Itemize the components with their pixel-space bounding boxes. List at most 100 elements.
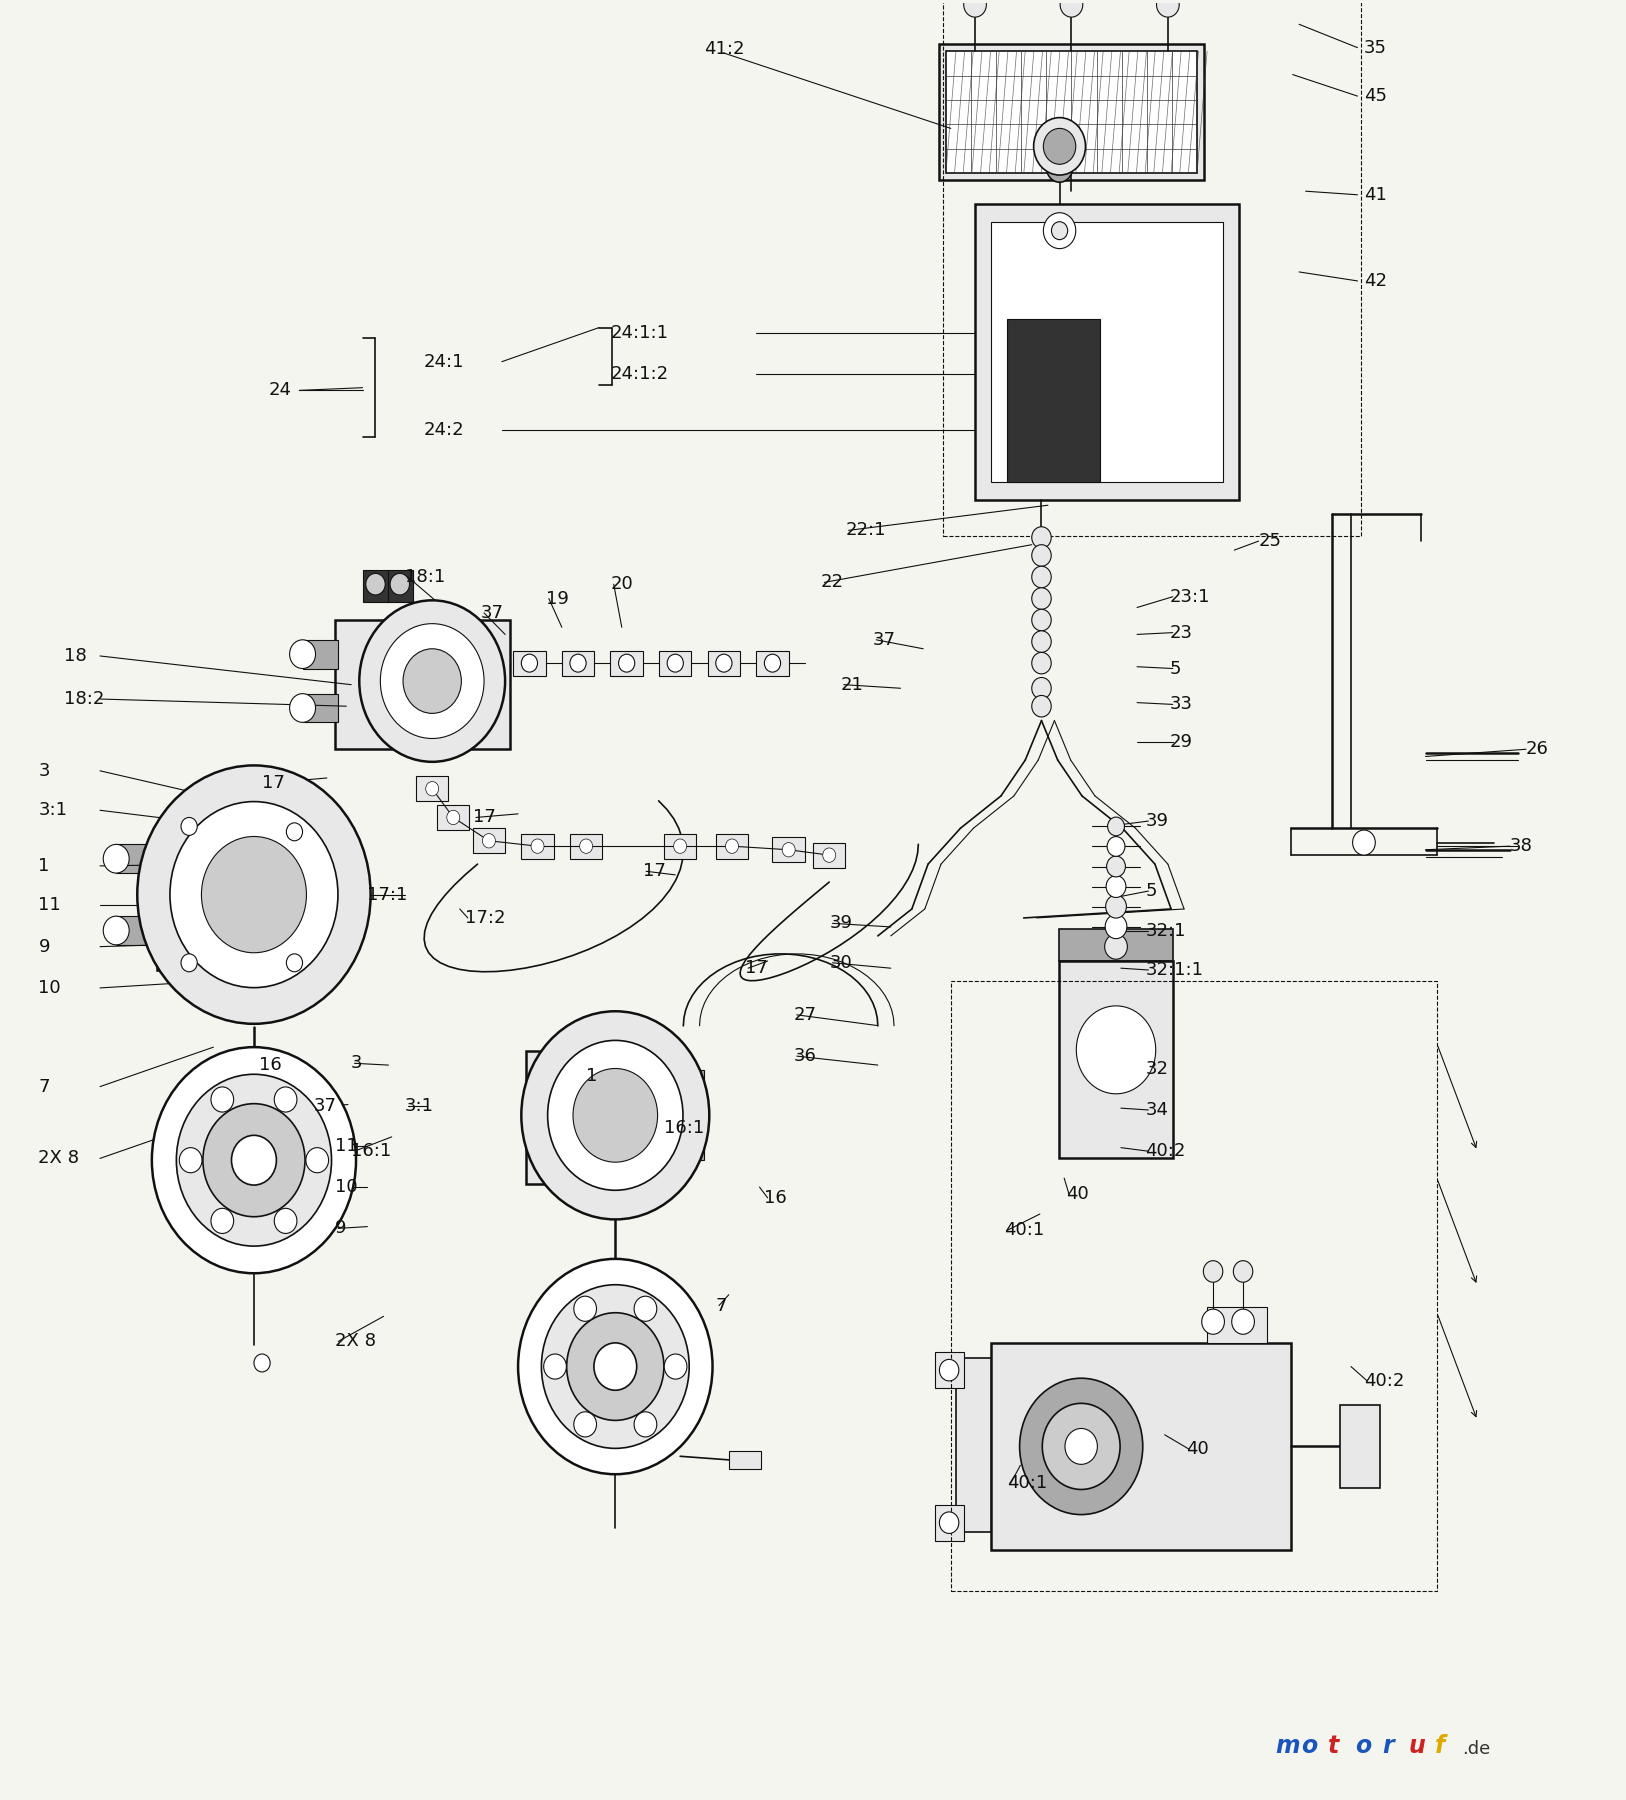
Bar xyxy=(571,833,602,859)
Circle shape xyxy=(634,1296,657,1321)
Circle shape xyxy=(571,653,585,671)
Circle shape xyxy=(1234,1260,1252,1282)
Text: 17:1: 17:1 xyxy=(367,886,408,904)
Circle shape xyxy=(1104,934,1127,959)
Circle shape xyxy=(1033,695,1050,716)
Text: 45: 45 xyxy=(1364,86,1387,104)
Text: 19: 19 xyxy=(546,590,569,608)
Circle shape xyxy=(1042,1404,1120,1489)
Text: 16: 16 xyxy=(259,1057,281,1075)
Bar xyxy=(956,1357,992,1532)
Text: 9: 9 xyxy=(335,1219,346,1237)
Circle shape xyxy=(1060,0,1083,18)
Circle shape xyxy=(1033,589,1050,608)
Circle shape xyxy=(764,653,780,671)
Circle shape xyxy=(180,817,197,835)
Circle shape xyxy=(1107,857,1125,877)
Circle shape xyxy=(574,1411,597,1436)
Bar xyxy=(473,828,506,853)
Text: 40:2: 40:2 xyxy=(1364,1372,1405,1390)
Text: 32: 32 xyxy=(1145,1060,1167,1078)
Circle shape xyxy=(1233,1309,1254,1334)
Circle shape xyxy=(1052,221,1068,239)
Text: 11: 11 xyxy=(335,1138,358,1156)
Text: 20: 20 xyxy=(610,576,633,594)
Circle shape xyxy=(275,1208,298,1233)
Text: r: r xyxy=(1382,1733,1393,1759)
Text: 2X 8: 2X 8 xyxy=(39,1150,80,1168)
Text: 37: 37 xyxy=(481,603,504,621)
Circle shape xyxy=(543,1354,566,1379)
Text: o: o xyxy=(1301,1733,1317,1759)
Bar xyxy=(522,833,554,859)
Text: 41: 41 xyxy=(1364,185,1387,203)
Circle shape xyxy=(289,693,315,722)
Circle shape xyxy=(102,844,128,873)
Text: 1: 1 xyxy=(39,857,50,875)
Circle shape xyxy=(1106,895,1127,918)
Text: 7: 7 xyxy=(715,1296,727,1314)
Circle shape xyxy=(1202,1309,1224,1334)
Text: 17: 17 xyxy=(262,774,285,792)
Circle shape xyxy=(567,1312,663,1420)
Text: 35: 35 xyxy=(1364,38,1387,56)
Circle shape xyxy=(203,1103,306,1217)
Text: 25: 25 xyxy=(1259,533,1281,551)
Circle shape xyxy=(202,837,306,952)
Bar xyxy=(335,619,511,749)
Text: 24:1:2: 24:1:2 xyxy=(610,365,668,383)
Text: 40:1: 40:1 xyxy=(1005,1220,1044,1238)
Circle shape xyxy=(102,916,128,945)
Text: 39: 39 xyxy=(1145,812,1167,830)
Bar xyxy=(940,43,1203,180)
Circle shape xyxy=(1353,830,1376,855)
Circle shape xyxy=(275,1087,298,1112)
Text: 24:2: 24:2 xyxy=(424,421,465,439)
Bar xyxy=(387,571,413,603)
Bar xyxy=(437,805,470,830)
Circle shape xyxy=(532,839,545,853)
Text: u: u xyxy=(1408,1733,1426,1759)
Text: 32:1:1: 32:1:1 xyxy=(1145,961,1203,979)
Text: 33: 33 xyxy=(1169,695,1192,713)
Circle shape xyxy=(1065,1429,1098,1465)
Circle shape xyxy=(665,1354,686,1379)
Circle shape xyxy=(1107,817,1125,835)
Bar xyxy=(946,50,1197,173)
Bar xyxy=(756,650,789,675)
Text: 5: 5 xyxy=(1145,882,1156,900)
Text: 40: 40 xyxy=(1065,1184,1088,1202)
Bar xyxy=(663,833,696,859)
Bar xyxy=(1059,929,1172,961)
Circle shape xyxy=(176,1075,332,1246)
Circle shape xyxy=(522,1012,709,1219)
Circle shape xyxy=(366,574,385,596)
Circle shape xyxy=(171,801,338,988)
Circle shape xyxy=(1106,914,1127,938)
Bar xyxy=(302,639,338,668)
Circle shape xyxy=(1044,128,1076,164)
Circle shape xyxy=(1033,652,1050,673)
Circle shape xyxy=(940,1512,959,1534)
Bar xyxy=(115,916,161,945)
Bar xyxy=(668,1071,704,1096)
Bar xyxy=(363,571,389,603)
Circle shape xyxy=(823,848,836,862)
Circle shape xyxy=(1033,527,1050,549)
Circle shape xyxy=(1203,1260,1223,1282)
Circle shape xyxy=(483,833,496,848)
Bar xyxy=(1008,319,1099,482)
Bar xyxy=(992,1343,1291,1550)
Bar xyxy=(943,0,1361,536)
Text: 38: 38 xyxy=(1511,837,1533,855)
Text: 21: 21 xyxy=(841,675,863,693)
Text: 16:1: 16:1 xyxy=(351,1143,392,1161)
Circle shape xyxy=(289,639,315,668)
Text: 34: 34 xyxy=(1145,1102,1167,1120)
Text: 5: 5 xyxy=(1169,659,1180,677)
Circle shape xyxy=(151,1048,356,1273)
Circle shape xyxy=(667,653,683,671)
Circle shape xyxy=(964,0,987,18)
Bar xyxy=(707,650,740,675)
Text: .de: .de xyxy=(1462,1741,1491,1759)
